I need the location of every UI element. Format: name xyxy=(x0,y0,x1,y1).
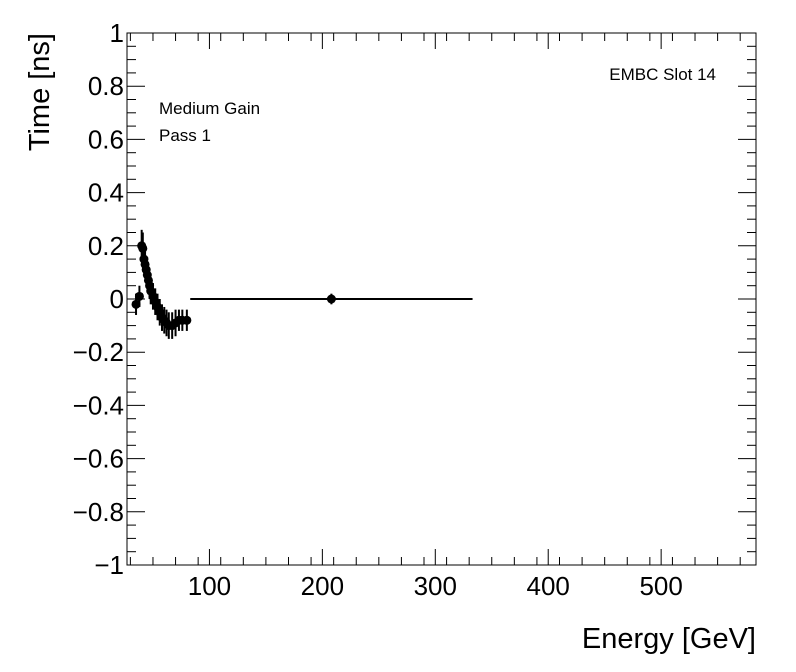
y-tick-label: −0.4 xyxy=(73,390,124,420)
x-tick-label: 500 xyxy=(639,571,682,601)
y-tick-label: 0.8 xyxy=(88,71,124,101)
y-tick-label: −0.6 xyxy=(73,444,124,474)
y-tick-label: 0 xyxy=(110,284,124,314)
point-marker xyxy=(131,299,141,309)
y-axis-title: Time [ns] xyxy=(24,33,56,151)
x-tick-labels: 100 200 300 400 500 xyxy=(188,571,683,601)
point-marker xyxy=(326,294,336,304)
y-tick-label: 0.6 xyxy=(88,124,124,154)
y-tick-label: 1 xyxy=(110,18,124,48)
x-tick-label: 300 xyxy=(414,571,457,601)
data-point xyxy=(182,309,192,331)
y-tick-labels: −1 −0.8 −0.6 −0.4 −0.2 0 0.2 0.4 0.6 0.8 1 xyxy=(73,18,124,580)
pass-label: Pass 1 xyxy=(159,126,211,145)
x-tick-label: 200 xyxy=(301,571,344,601)
axis-ticks xyxy=(127,32,756,566)
y-tick-label: −1 xyxy=(94,550,124,580)
y-tick-label: −0.2 xyxy=(73,337,124,367)
data-point xyxy=(190,293,473,305)
x-tick-label: 100 xyxy=(188,571,231,601)
slot-label: EMBC Slot 14 xyxy=(609,65,716,84)
y-tick-label: 0.4 xyxy=(88,178,124,208)
y-tick-label: −0.8 xyxy=(73,497,124,527)
gain-label: Medium Gain xyxy=(159,99,260,118)
point-marker xyxy=(138,243,148,253)
point-marker xyxy=(182,315,192,325)
x-tick-label: 400 xyxy=(527,571,570,601)
data-points xyxy=(131,229,473,339)
data-point xyxy=(134,285,144,307)
y-tick-label: 0.2 xyxy=(88,231,124,261)
x-axis-title: Energy [GeV] xyxy=(582,623,756,655)
point-marker xyxy=(134,291,144,301)
